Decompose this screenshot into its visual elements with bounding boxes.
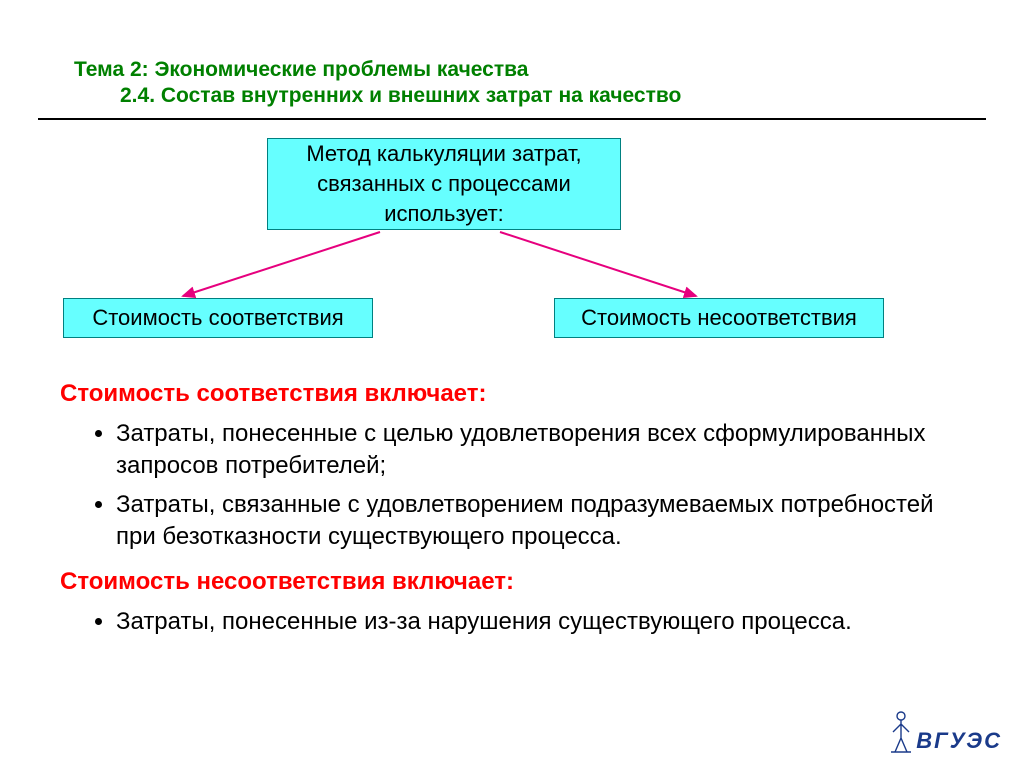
section1-title: Стоимость соответствия включает: [60, 380, 964, 408]
title-line-2: 2.4. Состав внутренних и внешних затрат … [120, 84, 1024, 108]
section2-bullets: Затраты, понесенные из-за нарушения суще… [116, 606, 964, 638]
bullet-item: Затраты, связанные с удовлетворением под… [116, 489, 964, 554]
university-logo: ВГУЭС [888, 710, 1002, 754]
logo-figure-icon [888, 710, 914, 754]
left-node: Стоимость соответствия [63, 298, 373, 338]
slide-header: Тема 2: Экономические проблемы качества … [0, 0, 1024, 108]
bullet-item: Затраты, понесенные с целью удовлетворен… [116, 418, 964, 483]
right-node: Стоимость несоответствия [554, 298, 884, 338]
section1-bullets: Затраты, понесенные с целью удовлетворен… [116, 418, 964, 554]
title-line-1: Тема 2: Экономические проблемы качества [74, 58, 1024, 82]
section2-title: Стоимость несоответствия включает: [60, 568, 964, 596]
arrow-right [500, 232, 696, 296]
body-content: Стоимость соответствия включает: Затраты… [0, 380, 1024, 638]
logo-text: ВГУЭС [916, 728, 1002, 754]
root-node: Метод калькуляции затрат, связанных с пр… [267, 138, 621, 230]
arrow-left [183, 232, 380, 296]
flow-diagram: Метод калькуляции затрат, связанных с пр… [0, 120, 1024, 380]
bullet-item: Затраты, понесенные из-за нарушения суще… [116, 606, 964, 638]
